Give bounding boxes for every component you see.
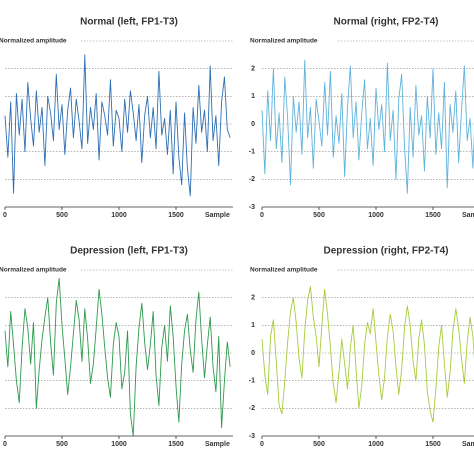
panel-title: Normal (left, FP1-T3) bbox=[80, 17, 178, 28]
signal-line bbox=[261, 286, 474, 423]
signal-line bbox=[261, 59, 474, 194]
y-tick-label: 0 bbox=[251, 350, 255, 357]
y-axis-label: Normalized amplitude bbox=[250, 267, 318, 274]
y-tick-label: -1 bbox=[249, 149, 255, 156]
signal-line bbox=[4, 277, 231, 437]
y-tick-label: 2 bbox=[251, 66, 255, 73]
panel-title: Normal (right, FP2-T4) bbox=[333, 17, 438, 28]
y-axis-label: Normalized amplitude bbox=[0, 38, 67, 45]
signal-line bbox=[4, 54, 231, 197]
y-tick-label: -3 bbox=[249, 433, 255, 440]
x-tick-label: 1500 bbox=[425, 441, 441, 448]
y-tick-label: -2 bbox=[249, 176, 255, 183]
x-tick-label: 0 bbox=[3, 441, 7, 448]
y-tick-label: 1 bbox=[251, 93, 255, 100]
panel-title: Depression (right, FP2-T4) bbox=[323, 246, 448, 257]
panel: Normalized amplitude 0 500 1000 1500 Sample bbox=[0, 38, 233, 219]
y-axis-label: Normalized amplitude bbox=[250, 38, 318, 45]
x-tick-label: 0 bbox=[260, 441, 264, 448]
y-tick-label: -1 bbox=[249, 378, 255, 385]
panel: Normalized amplitude 0 500 1000 1500 Sample bbox=[250, 38, 474, 219]
panel-title: Depression (left, FP1-T3) bbox=[70, 246, 188, 257]
x-axis-label: Sample bbox=[462, 212, 474, 219]
x-tick-label: 1000 bbox=[368, 212, 384, 219]
x-tick-label: 500 bbox=[56, 441, 68, 448]
y-tick-label: 1 bbox=[251, 322, 255, 329]
y-axis-label: Normalized amplitude bbox=[0, 267, 67, 274]
x-tick-label: 500 bbox=[56, 212, 68, 219]
x-axis-label: Sample bbox=[462, 441, 474, 448]
x-tick-label: 500 bbox=[313, 212, 325, 219]
x-tick-label: 1500 bbox=[425, 212, 441, 219]
y-tick-label: -2 bbox=[249, 405, 255, 412]
x-axis-label: Sample bbox=[205, 441, 230, 448]
x-tick-label: 1500 bbox=[168, 441, 184, 448]
x-tick-label: 0 bbox=[3, 212, 7, 219]
x-tick-label: 1000 bbox=[111, 441, 127, 448]
panel: Normalized amplitude 0 500 1000 1500 Sample bbox=[0, 267, 233, 448]
x-tick-label: 500 bbox=[313, 441, 325, 448]
x-tick-label: 1000 bbox=[368, 441, 384, 448]
y-tick-label: -3 bbox=[249, 204, 255, 211]
x-tick-label: 1500 bbox=[168, 212, 184, 219]
y-tick-label: 2 bbox=[251, 295, 255, 302]
panel: Normalized amplitude 0 500 1000 1500 Sample bbox=[250, 267, 474, 448]
x-tick-label: 0 bbox=[260, 212, 264, 219]
x-axis-label: Sample bbox=[205, 212, 230, 219]
x-tick-label: 1000 bbox=[111, 212, 127, 219]
y-tick-label: 0 bbox=[251, 121, 255, 128]
